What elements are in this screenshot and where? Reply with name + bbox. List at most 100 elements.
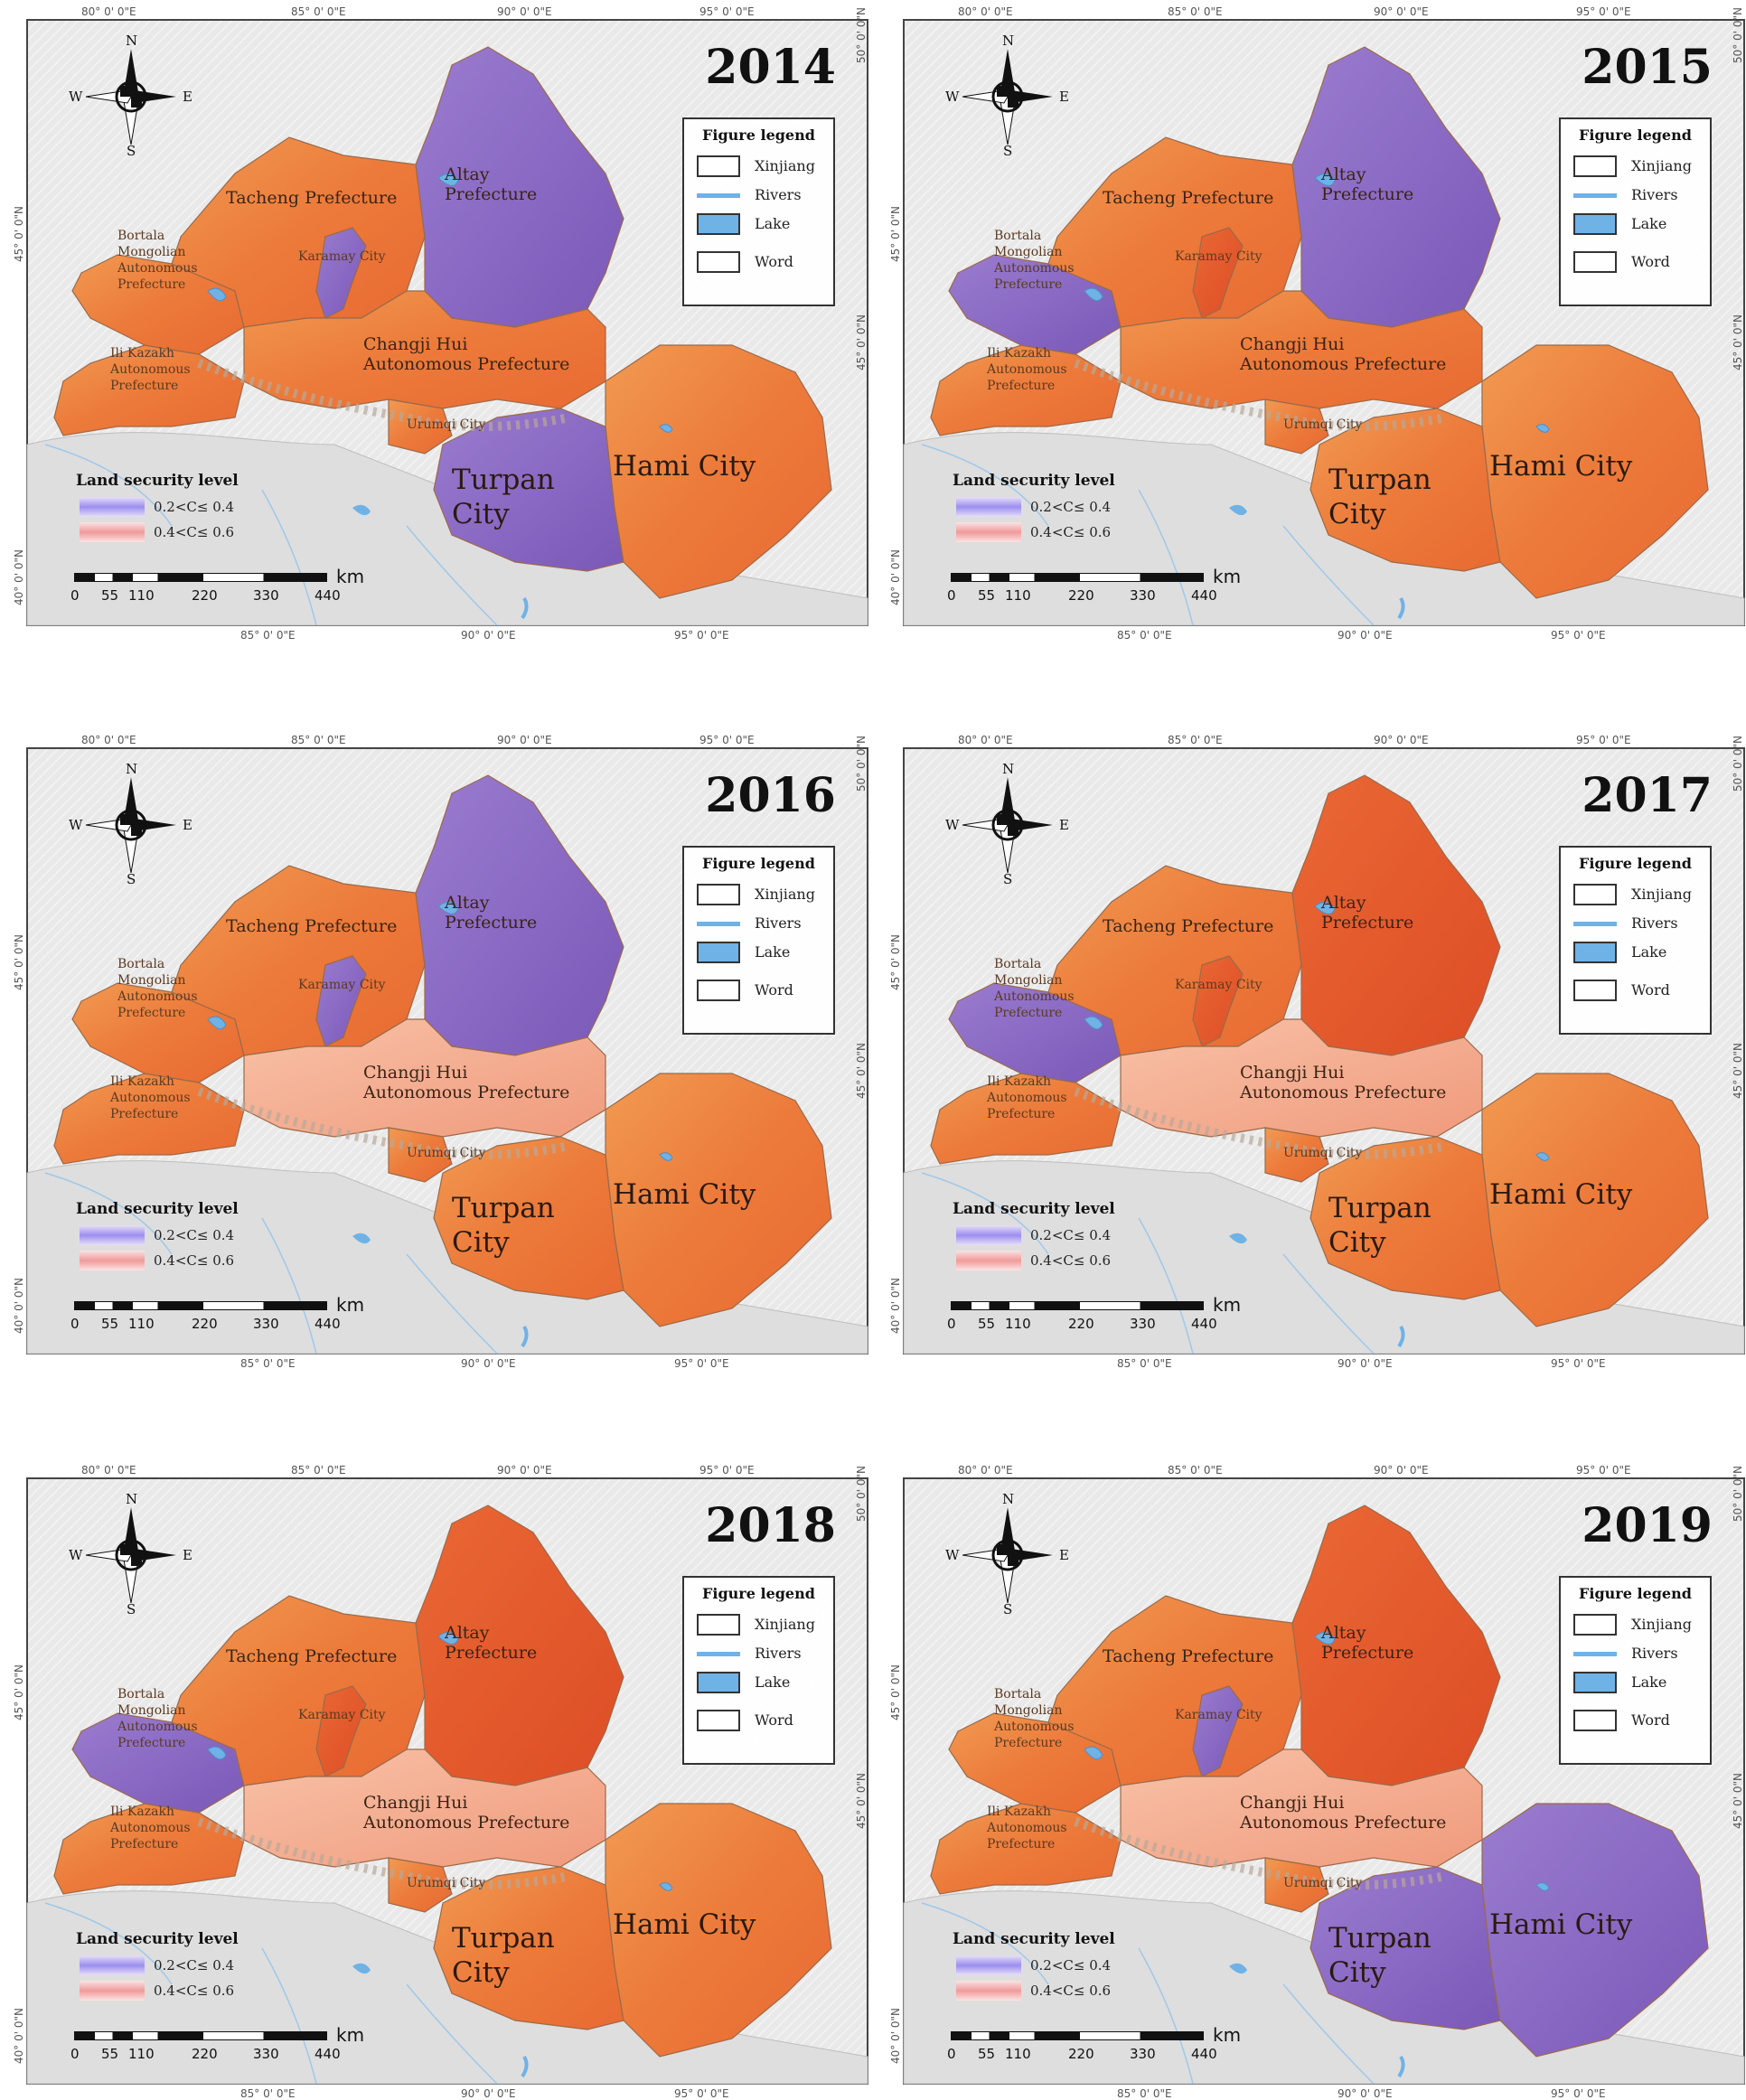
coord-right: 45° 0' 0"N [854, 1773, 868, 1829]
coord-bottom: 85° 0' 0"E [1117, 629, 1172, 642]
compass-s: S [1003, 871, 1013, 887]
coord-top: 85° 0' 0"E [291, 5, 346, 18]
legend-title: Figure legend [1579, 1585, 1692, 1602]
figure-legend: Figure legend Xinjiang Rivers Lake Word [682, 846, 835, 1035]
compass-n: N [1002, 1491, 1015, 1507]
compass-e: E [183, 817, 192, 833]
scale-unit: km [1213, 566, 1242, 587]
coord-bottom: 85° 0' 0"E [240, 2087, 296, 2100]
scale-tick: 110 [128, 2046, 155, 2062]
compass-rose: N S W E [945, 761, 1069, 887]
coord-top: 90° 0' 0"E [497, 1464, 552, 1477]
compass-icon [85, 1507, 176, 1604]
scale-tick: 220 [1068, 587, 1094, 604]
compass-s: S [127, 143, 136, 159]
map-panel: 80° 0' 0"E 85° 0' 0"E 90° 0' 0"E 95° 0' … [889, 734, 1745, 1370]
legend-swatch-lake [697, 213, 740, 235]
legend-swatch-river [697, 1652, 740, 1656]
lake-shape [1535, 1152, 1550, 1161]
coord-right: 45° 0' 0"N [854, 314, 868, 370]
label-altay: Altay Prefecture [445, 893, 538, 933]
region-karamay [1192, 1685, 1244, 1777]
compass-n: N [126, 761, 138, 777]
label-hami: Hami City [1489, 450, 1633, 483]
coord-right: 45° 0' 0"N [1731, 1043, 1744, 1099]
coord-right: 50° 0' 0"N [1731, 7, 1744, 63]
scale-bar-graphic [951, 573, 1204, 582]
legend-swatch-river [1573, 1652, 1617, 1656]
lake-shape [1229, 504, 1247, 516]
lake-shape [659, 1882, 673, 1891]
coord-left: 40° 0' 0"N [888, 1278, 902, 1334]
coord-top: 80° 0' 0"E [81, 734, 136, 746]
scale-tick: 110 [128, 1316, 155, 1332]
scale-unit: km [1213, 2024, 1242, 2046]
label-tacheng: Tacheng Prefecture [226, 1646, 398, 1666]
region-changji [1120, 290, 1483, 409]
legend-title: Figure legend [1579, 855, 1692, 872]
scale-bar-graphic [74, 2031, 327, 2040]
scale-tick: 0 [947, 2046, 956, 2062]
label-urumqi: Urumqi City [1283, 1876, 1363, 1890]
region-changji [243, 290, 606, 409]
label-ili: Ili Kazakh Autonomous Prefecture [987, 1074, 1067, 1121]
map-panel: 80° 0' 0"E 85° 0' 0"E 90° 0' 0"E 95° 0' … [13, 734, 868, 1370]
region-hami [1481, 344, 1709, 599]
scale-bar-graphic [951, 1301, 1204, 1310]
compass-w: W [69, 89, 83, 105]
coord-right: 50° 0' 0"N [854, 7, 868, 63]
label-karamay: Karamay City [298, 249, 386, 264]
compass-icon [85, 777, 176, 874]
compass-rose: N S W E [945, 33, 1069, 159]
label-tacheng: Tacheng Prefecture [1103, 188, 1274, 208]
legend-label: Rivers [755, 914, 802, 932]
scale-unit: km [336, 566, 365, 587]
lake-shape [207, 287, 227, 302]
coord-bottom: 90° 0' 0"E [461, 2087, 516, 2100]
coord-top: 95° 0' 0"E [699, 5, 755, 18]
security-title: Land security level [953, 1200, 1115, 1218]
region-hami [1481, 1803, 1709, 2058]
legend-swatch-river [697, 922, 740, 926]
scale-tick: 330 [253, 587, 279, 604]
compass-icon [85, 49, 176, 145]
coord-left: 40° 0' 0"N [12, 1278, 25, 1334]
lake-shape [1084, 1746, 1103, 1760]
legend-swatch-lake [1573, 1672, 1617, 1693]
legend-title: Figure legend [702, 127, 815, 144]
legend-label: Rivers [1631, 914, 1678, 932]
label-turpan: Turpan City [452, 1192, 555, 1259]
figure-legend: Figure legend Xinjiang Rivers Lake Word [682, 117, 835, 306]
coord-top: 85° 0' 0"E [1168, 1464, 1223, 1477]
legend-swatch-river [1573, 922, 1617, 926]
coord-bottom: 90° 0' 0"E [1338, 1357, 1393, 1370]
region-bortala [948, 254, 1122, 355]
security-legend: Land security level 0.2<C≤ 0.4 0.4<C≤ 0.… [953, 1930, 1151, 2002]
legend-label: Word [755, 1711, 793, 1729]
label-hami: Hami City [613, 1908, 756, 1941]
security-label: 0.2<C≤ 0.4 [154, 499, 235, 515]
lake-shape [1229, 1233, 1247, 1244]
security-legend: Land security level 0.2<C≤ 0.4 0.4<C≤ 0.… [953, 1200, 1151, 1272]
lake-shape [352, 1233, 371, 1244]
coord-top: 80° 0' 0"E [958, 5, 1013, 18]
legend-swatch-word [1573, 251, 1617, 273]
scale-tick: 330 [1130, 587, 1156, 604]
scale-tick: 110 [1005, 2046, 1031, 2062]
compass-n: N [1002, 33, 1015, 49]
scale-bar: km 0 55 110 220 330 440 [70, 566, 364, 609]
lake-shape [1084, 1016, 1103, 1030]
legend-swatch-xinjiang [697, 884, 740, 905]
scale-tick: 220 [192, 587, 218, 604]
legend-swatch-river [1573, 193, 1617, 198]
map-panel: 80° 0' 0"E 85° 0' 0"E 90° 0' 0"E 95° 0' … [889, 1464, 1745, 2100]
compass-icon [962, 49, 1053, 145]
security-label: 0.4<C≤ 0.6 [154, 1252, 235, 1269]
scale-tick: 110 [1005, 1316, 1031, 1332]
legend-label: Xinjiang [1631, 886, 1692, 903]
legend-swatch-word [697, 980, 740, 1001]
scale-tick: 440 [1191, 2046, 1217, 2062]
legend-label: Lake [755, 943, 791, 961]
label-turpan: Turpan City [452, 464, 555, 530]
coord-top: 95° 0' 0"E [1576, 734, 1631, 746]
